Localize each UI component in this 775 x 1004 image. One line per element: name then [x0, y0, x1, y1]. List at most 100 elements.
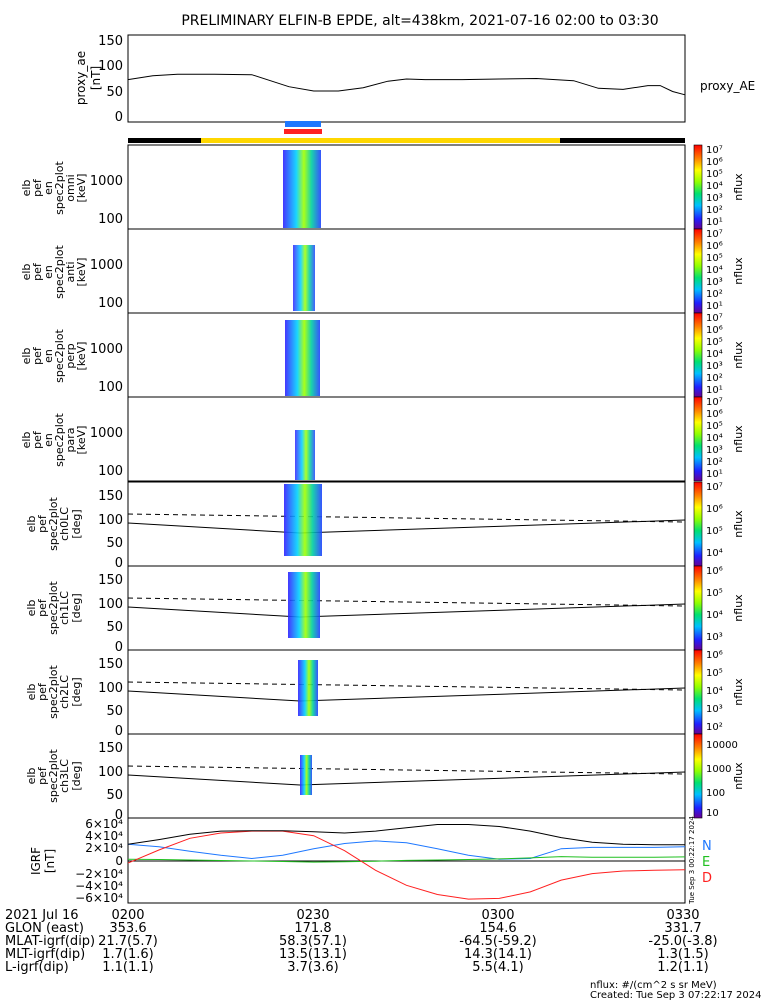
- loss-cone-solid-left: [127, 690, 301, 702]
- footer-value: 3.7(3.6): [287, 960, 339, 975]
- colorbar: [693, 481, 703, 567]
- colorbar-tick: 10: [706, 808, 719, 819]
- panel-ytick: 100: [98, 681, 123, 696]
- footer-value: 353.6: [109, 921, 146, 936]
- panel-ytick: 0: [115, 724, 123, 739]
- loss-cone-solid-left: [127, 522, 301, 534]
- colorbar-tick: 10⁶: [706, 157, 723, 168]
- loss-cone-dashed: [127, 681, 686, 691]
- panel-frame: [127, 396, 686, 482]
- igrf-line-d: [127, 830, 686, 900]
- panel-ylabel-line: pef: [36, 766, 49, 785]
- loss-cone-dashed: [127, 597, 686, 607]
- colorbar-tick: 10⁵: [706, 337, 723, 348]
- plot-title: PRELIMINARY ELFIN-B EPDE, alt=438km, 202…: [181, 13, 658, 29]
- panel-ytick: 1000: [90, 342, 123, 357]
- panel-ylabel-line: pef: [36, 598, 49, 617]
- igrf-panel: IGRF [nT] 6×10⁴ 4×10⁴ 2×10⁴ 0 −2×10⁴ −4×…: [29, 816, 712, 905]
- panel-ytick: 100: [98, 513, 123, 528]
- igrf-series-lines: [127, 824, 686, 900]
- panel-ylabel-line: ch0LC: [58, 507, 71, 541]
- flux-blob: [295, 430, 315, 480]
- ae-plot-frame: [127, 34, 686, 123]
- colorbar-tick: 10²: [706, 457, 723, 468]
- footer-value: -64.5(-59.2): [459, 934, 536, 949]
- flux-blob: [284, 484, 322, 556]
- igrf-legend-e: E: [702, 855, 710, 870]
- colorbar-tick: 10³: [706, 632, 723, 643]
- panel-ytick: 50: [106, 788, 123, 803]
- footer-row-label: MLT-igrf(dip): [5, 947, 85, 962]
- orbit-bar-black-left: [128, 138, 201, 143]
- footer-value: 0230: [296, 908, 329, 923]
- units-note: nflux: #/(cm^2 s sr MeV): [590, 980, 717, 991]
- colorbar-tick: 10⁷: [706, 313, 723, 324]
- flux-blob: [288, 572, 320, 638]
- panel-ytick: 1000: [90, 174, 123, 189]
- panel-ylabel-line: spec2plot: [47, 749, 60, 803]
- colorbar-tick: 10⁷: [706, 229, 723, 240]
- panel-ylabel-line: en: [42, 349, 55, 363]
- panel-ylabel-line: en: [42, 265, 55, 279]
- footer-labels: 2021 Jul 16 GLON (east) MLAT-igrf(dip) M…: [5, 908, 95, 975]
- igrf-line-n: [127, 840, 686, 860]
- footer-value: 58.3(57.1): [279, 934, 347, 949]
- igrf-ytick: 0: [115, 854, 123, 868]
- panel-ytick: 50: [106, 536, 123, 551]
- panel-ylabel-line: omni: [64, 174, 77, 201]
- ae-series-line: [127, 73, 686, 96]
- colorbar-tick: 10¹: [706, 469, 723, 480]
- energy-panel-omni: elb pef en spec2plot omni [keV] 1000 100…: [20, 144, 745, 230]
- colorbar-tick: 10⁵: [706, 169, 723, 180]
- colorbar-tick: 10000: [706, 740, 738, 751]
- colorbar-tick: 1000: [706, 764, 731, 775]
- footer-row-label: 2021 Jul 16: [5, 908, 79, 923]
- footer-row-label: GLON (east): [5, 921, 84, 936]
- panel-ytick: 100: [98, 296, 123, 311]
- igrf-ytick: 6×10⁴: [85, 817, 123, 831]
- igrf-ylabel-line-0: IGRF: [29, 847, 43, 875]
- footer-value: 154.6: [479, 921, 516, 936]
- colorbar: [693, 565, 703, 651]
- flux-blob: [285, 320, 320, 396]
- colorbar-tick: 10³: [706, 277, 723, 288]
- panel-ylabel-line: spec2plot: [53, 413, 66, 467]
- colorbar-tick: 10⁴: [706, 686, 723, 697]
- science-zone-bars: [128, 121, 685, 143]
- loss-cone-solid-right: [299, 519, 686, 534]
- panel-ylabel-line: [deg]: [70, 677, 83, 706]
- panel-frame: [127, 481, 686, 567]
- igrf-ytick: −2×10⁴: [75, 867, 123, 881]
- panel-ylabel-line: [keV]: [75, 342, 88, 371]
- pitch-angle-panels: elb pef spec2plot ch0LC [deg] 150 100 50…: [25, 481, 745, 823]
- panel-ytick: 100: [98, 464, 123, 479]
- panel-ytick: 50: [106, 704, 123, 719]
- colorbar-tick: 10³: [706, 361, 723, 372]
- energy-panel-para: elb pef en spec2plot para [keV] 1000 100…: [20, 396, 745, 482]
- orbit-bar-black-right: [560, 138, 685, 143]
- colorbar-tick: 10⁵: [706, 588, 723, 599]
- panel-ylabel-line: spec2plot: [53, 329, 66, 383]
- ae-ytick-150: 150: [98, 34, 123, 49]
- colorbar-label: nflux: [732, 173, 745, 201]
- colorbar-label: nflux: [732, 341, 745, 369]
- panel-ylabel-line: [keV]: [75, 174, 88, 203]
- flux-blob: [300, 755, 312, 795]
- panel-ylabel-line: elb: [20, 348, 33, 365]
- colorbar-label: nflux: [732, 594, 745, 622]
- panel-ylabel-line: pef: [31, 430, 44, 449]
- panel-ylabel-line: spec2plot: [53, 161, 66, 215]
- pa-panel-ch0LC: elb pef spec2plot ch0LC [deg] 150 100 50…: [25, 481, 745, 571]
- colorbar-label: nflux: [732, 257, 745, 285]
- panel-frame: [127, 649, 686, 735]
- panel-ytick: 150: [98, 741, 123, 756]
- colorbar-tick: 10⁶: [706, 566, 723, 577]
- panel-ylabel-line: [keV]: [75, 426, 88, 455]
- panel-ylabel-line: pef: [36, 514, 49, 533]
- panel-ylabel-line: elb: [25, 768, 38, 785]
- igrf-ytick: 2×10⁴: [85, 841, 123, 855]
- footer-annotations: 2021 Jul 16 GLON (east) MLAT-igrf(dip) M…: [5, 908, 762, 1001]
- footer-value: 21.7(5.7): [98, 934, 158, 949]
- panel-ylabel-line: spec2plot: [47, 497, 60, 551]
- ae-ytick-50: 50: [106, 85, 123, 100]
